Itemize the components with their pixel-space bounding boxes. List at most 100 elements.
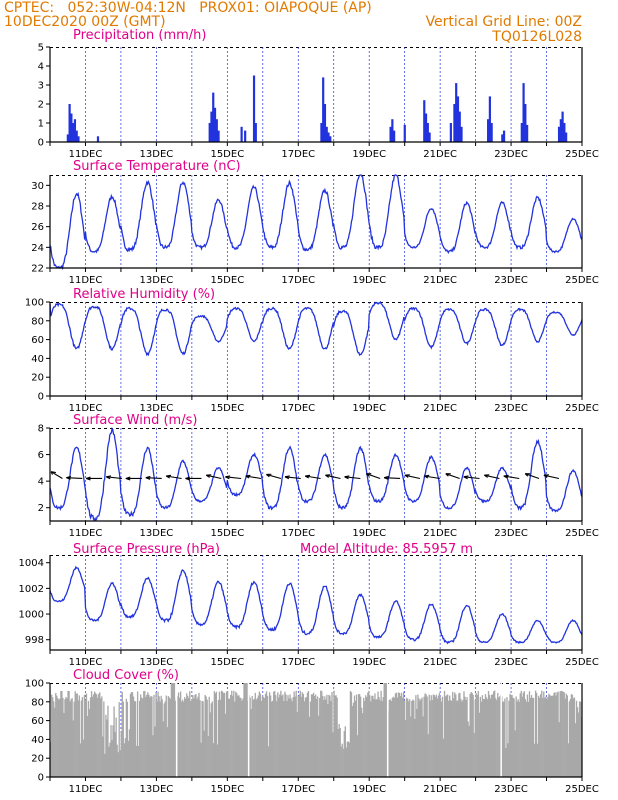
cloud-bar <box>502 701 504 777</box>
cloud-bar <box>265 691 268 777</box>
cloud-bar <box>127 740 130 777</box>
cloud-bar <box>116 744 118 777</box>
cloud-bar <box>181 699 184 777</box>
cloud-bar <box>281 695 283 777</box>
cloud-bar <box>462 699 464 777</box>
wind-arrow-head <box>266 473 272 478</box>
series-line <box>49 426 583 522</box>
wind-arrow <box>66 477 83 480</box>
cloud-bar <box>454 692 456 777</box>
cloud-bar <box>125 698 128 777</box>
cloud-bar <box>169 698 172 777</box>
cloud-bar <box>220 690 223 777</box>
cloud-bar <box>148 694 150 777</box>
precip-bar <box>393 130 396 142</box>
cloud-bar <box>130 692 133 777</box>
cloud-bar <box>166 727 168 777</box>
cloud-bar <box>163 703 165 777</box>
cloud-bar <box>361 707 363 777</box>
cloud-bar <box>218 691 221 777</box>
y-tick-label: 40 <box>31 735 44 746</box>
panel-2 <box>46 174 583 272</box>
cloud-bar <box>367 692 369 777</box>
cloud-bar <box>460 699 462 777</box>
precip-bar <box>325 126 328 142</box>
y-tick-label: 24 <box>31 243 44 254</box>
precip-bar <box>215 119 218 142</box>
cloud-bar <box>428 694 430 777</box>
cloud-bar <box>509 693 511 777</box>
x-tick-label: 11DEC <box>69 528 103 539</box>
cloud-bar <box>172 683 175 777</box>
cloud-bar <box>290 698 292 777</box>
cloud-bar <box>459 692 461 777</box>
cloud-bar <box>366 696 368 777</box>
cloud-gap <box>386 683 389 777</box>
cloud-bar <box>132 696 135 777</box>
cloud-bar <box>152 735 154 777</box>
cloud-bar <box>394 693 397 777</box>
wind-arrow-head <box>383 475 389 480</box>
cloud-bar <box>389 699 391 777</box>
precip-bar <box>323 104 327 142</box>
cloud-bar <box>457 700 459 777</box>
cloud-bar <box>173 683 176 777</box>
cloud-bar <box>278 697 280 777</box>
x-tick-label: 19DEC <box>352 403 386 414</box>
cloud-bar <box>326 694 328 777</box>
cloud-bar <box>427 734 429 777</box>
cloud-bar <box>368 690 370 777</box>
precip-bar <box>453 104 456 142</box>
cloud-bar <box>230 694 232 777</box>
cloud-bar <box>439 697 442 777</box>
cloud-bar <box>450 700 452 777</box>
cloud-bar <box>471 692 473 777</box>
cloud-bar <box>190 700 192 777</box>
cloud-bar <box>520 690 522 777</box>
cloud-bar <box>237 695 239 777</box>
cloud-bar <box>140 694 142 777</box>
cloud-bar <box>210 703 212 777</box>
cloud-bar <box>224 713 227 777</box>
cloud-bar <box>129 693 132 777</box>
wind-arrow-head <box>66 475 72 480</box>
cloud-bar <box>263 698 266 777</box>
precip-bar <box>502 130 506 142</box>
cloud-bar <box>494 690 496 777</box>
x-tick-label: 23DEC <box>494 403 528 414</box>
precip-bar <box>212 92 215 142</box>
cloud-bar <box>114 732 116 777</box>
cloud-bar <box>255 699 257 777</box>
cloud-bar <box>249 697 251 777</box>
cloud-bar <box>64 699 66 777</box>
cloud-bar <box>78 695 80 777</box>
wind-arrow-head <box>524 473 531 477</box>
x-tick-label: 17DEC <box>281 149 315 160</box>
cloud-bar <box>325 699 327 777</box>
wind-arrow <box>166 475 182 480</box>
cloud-bar <box>176 695 179 777</box>
cloud-bar <box>208 696 210 777</box>
cloud-bar <box>528 691 531 777</box>
precip-bar <box>501 134 504 142</box>
cloud-bar <box>261 696 264 777</box>
cloud-bar <box>283 701 285 777</box>
cloud-bar <box>453 698 455 777</box>
precip-bar <box>217 130 220 142</box>
cloud-bar <box>305 697 308 777</box>
cloud-bar <box>207 735 209 777</box>
y-tick-label: 8 <box>38 424 44 435</box>
cloud-bar <box>413 700 415 777</box>
cloud-bar <box>136 691 139 777</box>
cloud-bar <box>463 691 465 777</box>
cloud-bar <box>217 700 220 777</box>
cloud-bar <box>461 701 463 777</box>
cloud-bar <box>260 700 263 777</box>
cloud-bar <box>240 698 242 777</box>
cloud-bar <box>267 746 270 777</box>
cloud-bar <box>345 747 347 777</box>
cloud-bar <box>223 692 226 777</box>
cloud-bar <box>177 692 180 777</box>
precip-bar <box>327 132 330 142</box>
cloud-bar <box>357 694 360 777</box>
